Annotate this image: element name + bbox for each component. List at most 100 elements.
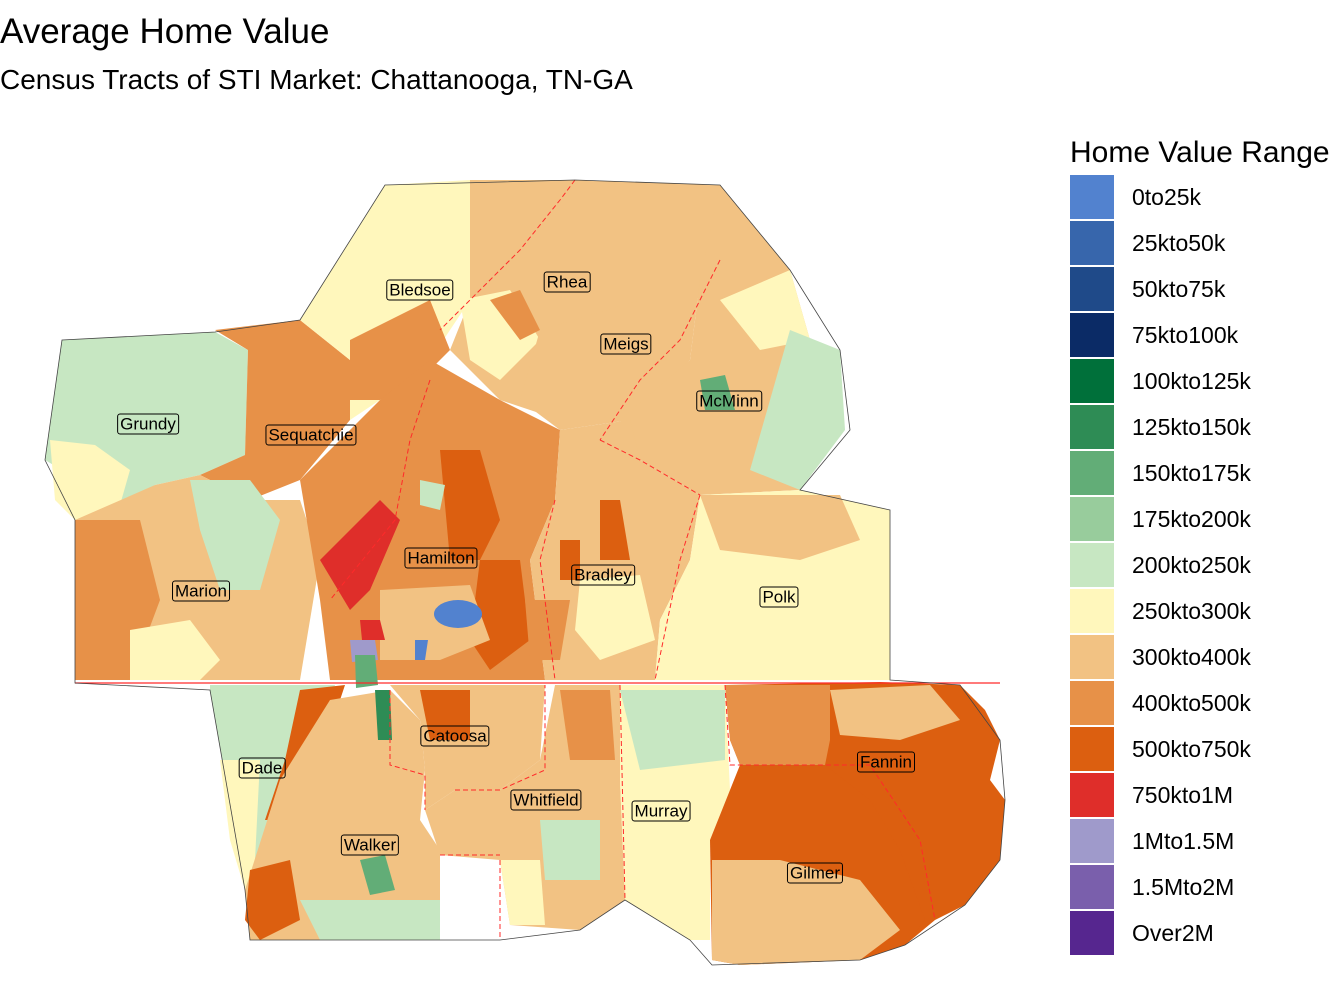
tract: [712, 860, 900, 965]
county-label-grundy: Grundy: [117, 413, 179, 435]
boundary: [599, 259, 721, 441]
legend-item: 1.5Mto2M: [1070, 864, 1330, 910]
county-label-bradley: Bradley: [571, 564, 635, 586]
tract: [620, 690, 725, 770]
tract: [300, 900, 440, 940]
legend-item: 175kto200k: [1070, 496, 1330, 542]
county-label-meigs: Meigs: [600, 333, 652, 355]
legend-item: 300kto400k: [1070, 634, 1330, 680]
tract: [440, 450, 500, 560]
tract: [320, 500, 400, 610]
legend-label: 1.5Mto2M: [1132, 873, 1235, 900]
tract: [220, 760, 260, 890]
legend-label: 750kto1M: [1132, 781, 1234, 808]
tract: [130, 620, 220, 680]
legend-label: 25kto50k: [1132, 229, 1226, 256]
legend-swatch: [1070, 221, 1114, 265]
tract: [560, 540, 580, 580]
boundary: [619, 684, 626, 901]
tract: [375, 690, 392, 740]
tract: [200, 320, 350, 500]
map-title: Average Home Value: [0, 12, 330, 51]
map-subtitle: Census Tracts of STI Market: Chattanooga…: [0, 64, 633, 95]
tract: [190, 480, 280, 590]
legend-item: 250kto300k: [1070, 588, 1330, 634]
legend-title: Home Value Range: [1070, 136, 1330, 169]
legend-swatch: [1070, 681, 1114, 725]
tract: [575, 575, 655, 660]
legend-swatch: [1070, 451, 1114, 495]
legend-label: 250kto300k: [1132, 597, 1251, 624]
legend-items: 0to25k 25kto50k 50kto75k 75kto100k 100kto125…: [1070, 174, 1330, 956]
tract: [355, 655, 378, 688]
legend-swatch: [1070, 589, 1114, 633]
legend-swatch: [1070, 359, 1114, 403]
boundary: [599, 439, 701, 496]
legend-label: 400kto500k: [1132, 689, 1251, 716]
legend-swatch: [1070, 635, 1114, 679]
legend-label: 150kto175k: [1132, 459, 1251, 486]
legend-label: 75kto100k: [1132, 321, 1239, 348]
tract: [470, 560, 530, 670]
county-label-dade: Dade: [238, 757, 286, 779]
county-label-rhea: Rhea: [543, 271, 591, 293]
legend-swatch: [1070, 819, 1114, 863]
tract: [420, 480, 445, 510]
boundary: [329, 379, 431, 601]
tract: [500, 860, 545, 925]
tract: [360, 855, 395, 895]
tract: [700, 375, 735, 410]
legend-item: 25kto50k: [1070, 220, 1330, 266]
legend-item: 100kto125k: [1070, 358, 1330, 404]
boundary: [455, 685, 546, 791]
tract: [540, 820, 600, 880]
county-label-murray: Murray: [631, 800, 691, 822]
legend-item: Over2M: [1070, 910, 1330, 956]
legend-item: 500kto750k: [1070, 726, 1330, 772]
legend-label: Over2M: [1132, 919, 1214, 946]
tract: [415, 640, 428, 660]
legend-swatch: [1070, 543, 1114, 587]
legend-swatch: [1070, 405, 1114, 449]
tract: [360, 620, 385, 640]
tract: [700, 495, 860, 560]
county-label-gilmer: Gilmer: [786, 862, 844, 884]
legend-item: 75kto100k: [1070, 312, 1330, 358]
county-label-polk: Polk: [759, 586, 799, 608]
legend-label: 50kto75k: [1132, 275, 1226, 302]
county-label-marion: Marion: [172, 580, 230, 602]
legend-label: 125kto150k: [1132, 413, 1251, 440]
county-label-hamilton: Hamilton: [404, 547, 478, 569]
legend-label: 500kto750k: [1132, 735, 1251, 762]
boundary: [439, 179, 576, 331]
legend-swatch: [1070, 865, 1114, 909]
tract: [434, 600, 482, 628]
tract: [830, 685, 960, 740]
tract: [50, 440, 130, 520]
market-outline: [44, 179, 1006, 966]
legend-item: 125kto150k: [1070, 404, 1330, 450]
boundary: [724, 684, 936, 921]
county-label-mcminn: McMinn: [696, 390, 762, 412]
legend-label: 300kto400k: [1132, 643, 1251, 670]
legend-label: 175kto200k: [1132, 505, 1251, 532]
county-label-walker: Walker: [340, 834, 400, 856]
legend-item: 400kto500k: [1070, 680, 1330, 726]
legend-item: 200kto250k: [1070, 542, 1330, 588]
legend-label: 100kto125k: [1132, 367, 1251, 394]
boundary: [539, 499, 556, 681]
legend-swatch: [1070, 727, 1114, 771]
tract: [750, 330, 845, 490]
county-label-whitfield: Whitfield: [510, 789, 582, 811]
legend-swatch: [1070, 497, 1114, 541]
legend-label: 1Mto1.5M: [1132, 827, 1235, 854]
legend: Home Value Range 0to25k 25kto50k 50kto75k 7…: [1070, 136, 1330, 956]
tract: [600, 500, 630, 560]
tract: [725, 685, 830, 765]
county-label-sequatchie: Sequatchie: [265, 424, 357, 446]
boundary: [654, 494, 701, 681]
legend-swatch: [1070, 313, 1114, 357]
legend-item: 150kto175k: [1070, 450, 1330, 496]
tract: [490, 290, 540, 340]
